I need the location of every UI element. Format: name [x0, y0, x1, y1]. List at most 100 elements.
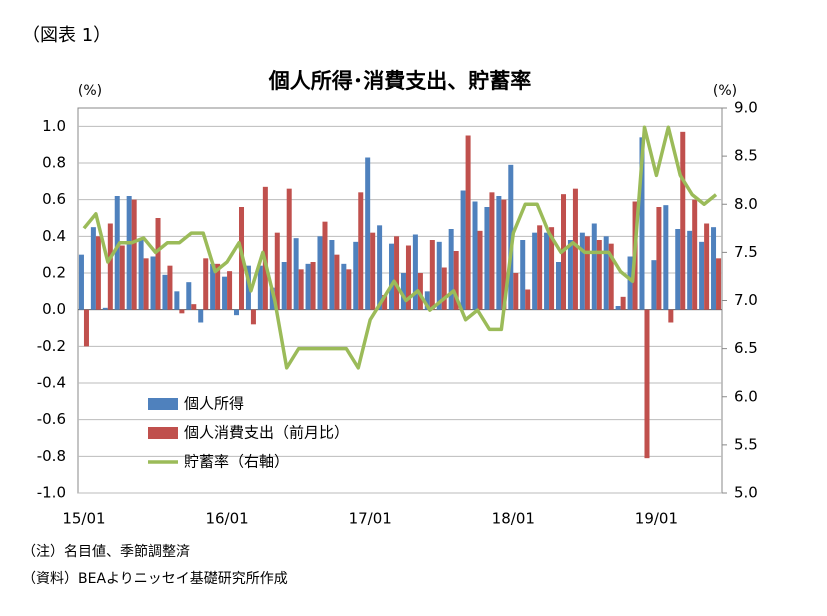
bar	[358, 192, 364, 310]
bar	[298, 269, 304, 310]
bar	[174, 291, 180, 310]
bar	[233, 309, 239, 316]
x-tick-label: 19/01	[635, 510, 678, 528]
bar	[513, 273, 519, 310]
bar	[131, 199, 137, 310]
bar	[627, 256, 633, 310]
source: （資料）BEAよりニッセイ基礎研究所作成	[22, 570, 288, 587]
bar	[310, 262, 316, 310]
bar	[305, 263, 311, 310]
bar	[496, 196, 502, 310]
bar	[353, 241, 359, 310]
y2-tick-label: 6.5	[734, 339, 758, 357]
bar	[477, 230, 483, 310]
y-tick-label: -0.4	[37, 374, 66, 392]
bar	[489, 192, 495, 310]
bar	[286, 188, 292, 310]
bar	[400, 273, 406, 310]
bar	[162, 274, 168, 310]
bar	[532, 232, 538, 310]
bar	[436, 241, 442, 310]
bar	[78, 254, 84, 310]
bar	[107, 223, 113, 310]
bar	[83, 309, 89, 347]
bar	[370, 232, 376, 310]
y-tick-label: 0.6	[42, 190, 66, 208]
bar	[317, 236, 323, 310]
bar	[448, 229, 454, 310]
bar	[699, 241, 705, 310]
bar	[465, 135, 471, 310]
y-tick-label: 0.4	[42, 227, 66, 245]
bar	[186, 282, 192, 310]
bar	[257, 265, 263, 310]
bar	[119, 245, 125, 310]
bar	[596, 240, 602, 310]
bar	[250, 309, 256, 325]
bar	[424, 291, 430, 310]
y2-tick-label: 5.5	[734, 435, 758, 453]
bar	[293, 238, 299, 310]
bar	[227, 271, 233, 310]
legend-label: 貯蓄率（右軸）	[184, 453, 289, 471]
bar	[608, 243, 614, 310]
bar	[656, 207, 662, 310]
figure-label: （図表 1）	[22, 25, 111, 46]
bar	[508, 164, 514, 310]
bar	[484, 207, 490, 310]
legend-label: 個人所得	[184, 395, 244, 413]
bar	[394, 236, 400, 310]
bar	[579, 232, 585, 310]
bar	[441, 267, 447, 310]
bar	[269, 287, 275, 310]
bar	[525, 289, 531, 310]
bar	[203, 258, 209, 310]
bar	[90, 227, 96, 310]
x-tick-label: 15/01	[62, 510, 105, 528]
bar	[322, 221, 328, 310]
y-tick-label: -0.6	[37, 410, 66, 428]
bar	[405, 245, 411, 310]
bar	[620, 296, 626, 310]
y2-tick-label: 9.0	[734, 99, 758, 117]
bar	[329, 240, 335, 310]
bar	[460, 190, 466, 310]
bar	[680, 131, 686, 310]
bar	[179, 309, 185, 314]
bar	[687, 230, 693, 310]
y2-unit: (%)	[713, 83, 737, 99]
bar	[143, 258, 149, 310]
bar	[210, 263, 216, 310]
bar	[114, 196, 120, 310]
note: （注）名目値、季節調整済	[22, 543, 190, 560]
bar	[501, 199, 507, 310]
y-unit: (%)	[78, 83, 102, 99]
bar	[668, 309, 674, 323]
bar	[663, 205, 669, 310]
legend-swatch	[148, 427, 178, 439]
bar	[549, 227, 555, 310]
bar	[453, 251, 459, 310]
x-tick-label: 17/01	[349, 510, 392, 528]
bar	[281, 262, 287, 310]
bar	[591, 223, 597, 310]
bar	[651, 260, 657, 310]
chart-title: 個人所得･消費支出、貯蓄率	[268, 69, 532, 93]
bar	[429, 240, 435, 310]
legend-swatch	[148, 398, 178, 410]
y2-tick-label: 6.0	[734, 387, 758, 405]
y-tick-label: -0.2	[37, 337, 66, 355]
bar	[417, 273, 423, 310]
bar	[191, 304, 197, 310]
y-tick-label: -1.0	[37, 484, 66, 502]
x-tick-label: 18/01	[492, 510, 535, 528]
bar	[603, 236, 609, 310]
y-tick-label: 1.0	[42, 117, 66, 135]
bar	[341, 263, 347, 310]
y2-tick-label: 8.5	[734, 147, 758, 165]
bar	[365, 157, 371, 310]
y2-tick-label: 7.0	[734, 291, 758, 309]
bar	[567, 240, 573, 310]
bar	[615, 306, 621, 310]
